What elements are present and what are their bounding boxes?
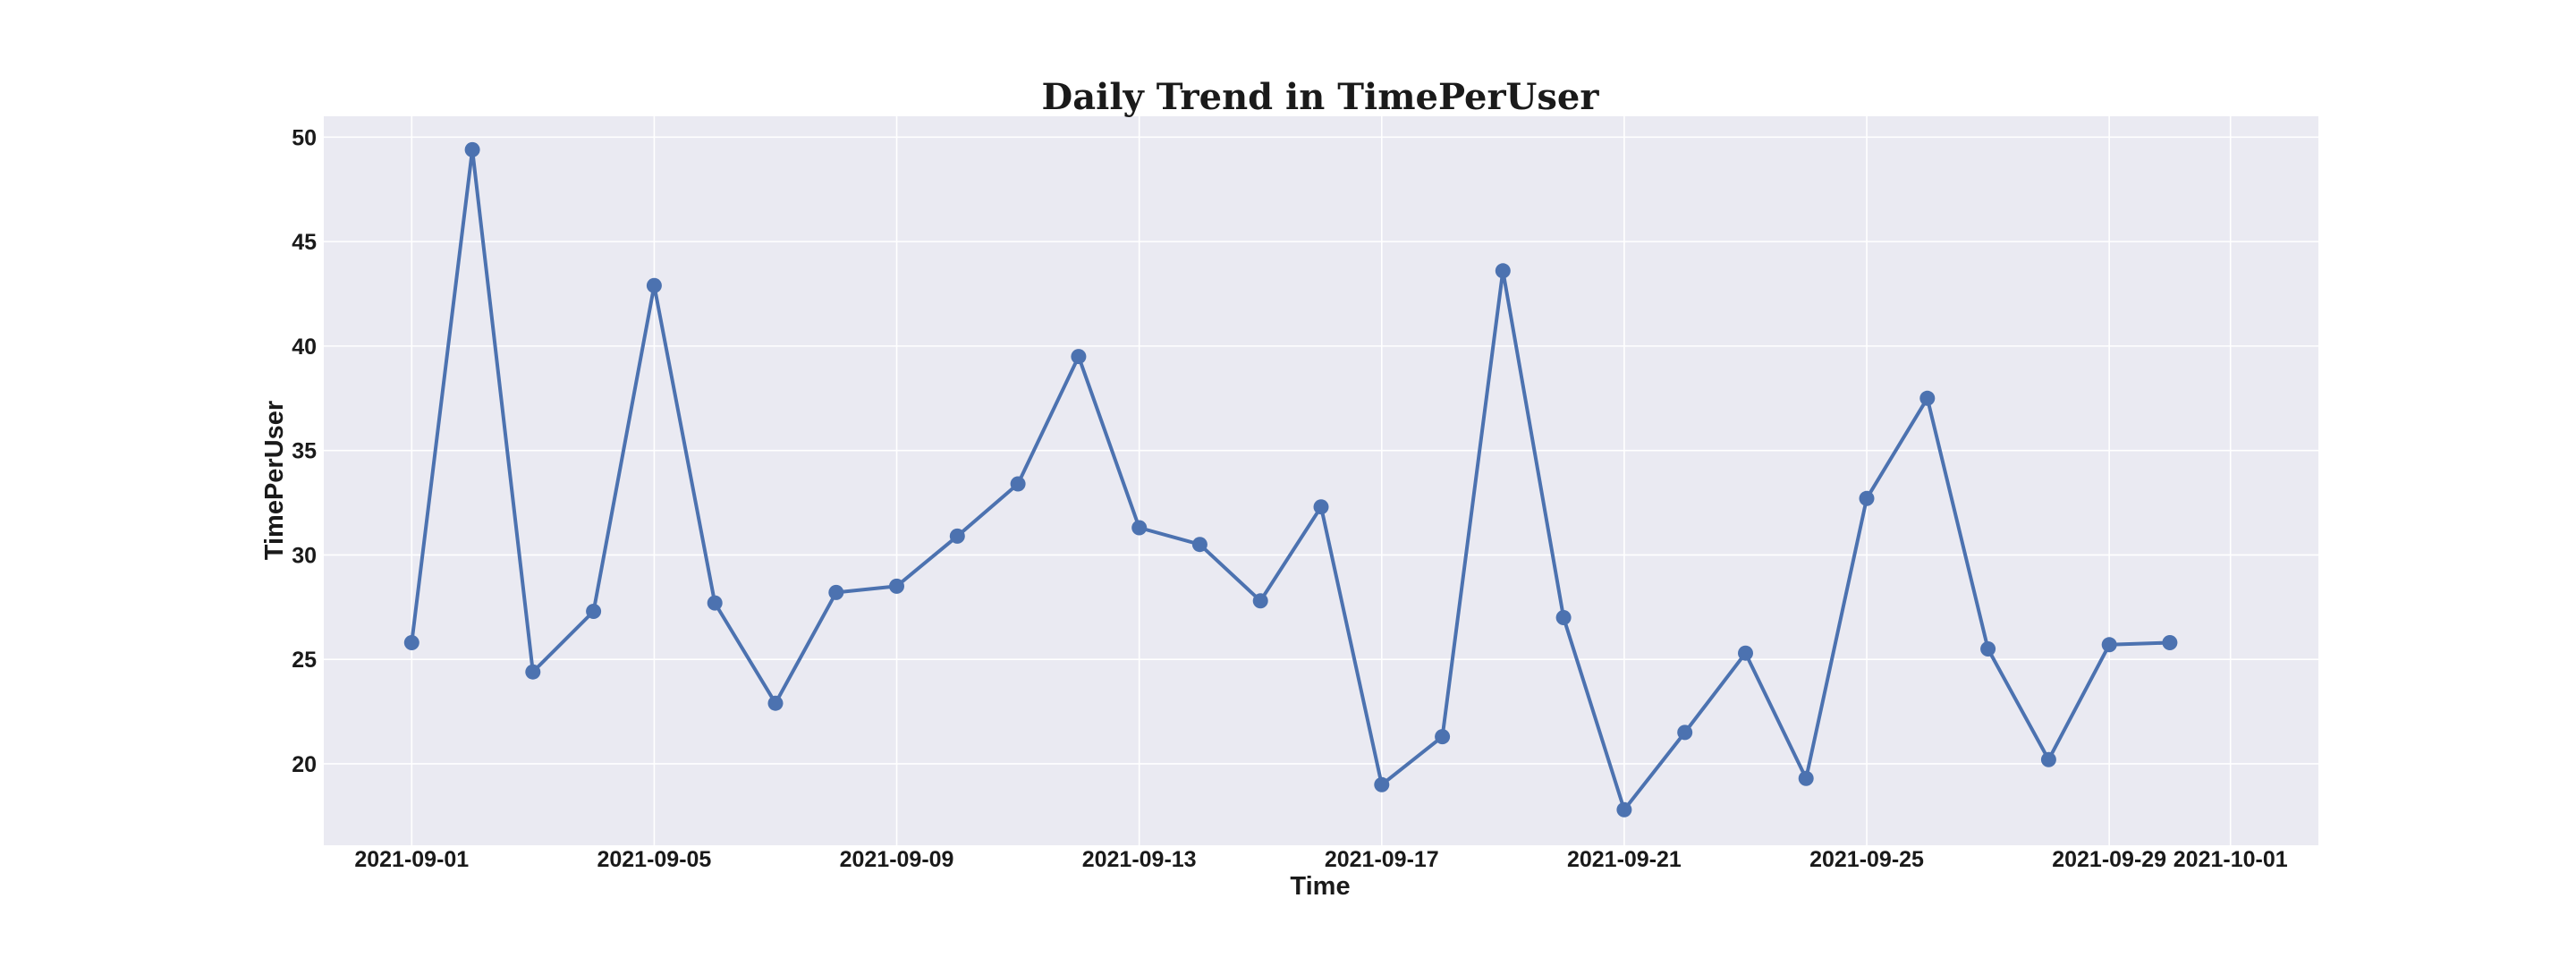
data-point xyxy=(1071,349,1087,365)
data-point xyxy=(1616,801,1632,818)
data-point xyxy=(1191,537,1208,553)
x-tick-label: 2021-09-13 xyxy=(1082,847,1197,872)
data-point xyxy=(1252,593,1268,609)
data-point xyxy=(2040,751,2056,767)
data-point xyxy=(525,664,541,680)
x-tick-label: 2021-09-17 xyxy=(1325,847,1439,872)
x-axis-ticks: 2021-09-01 2021-09-05 2021-09-09 2021-09-13… xyxy=(354,847,2287,872)
series-group xyxy=(403,141,2178,818)
data-point xyxy=(1374,776,1390,792)
data-point xyxy=(949,528,965,544)
grid-lines xyxy=(324,116,2318,845)
data-point xyxy=(767,695,784,711)
data-point xyxy=(1980,641,1996,657)
x-tick-label: 2021-09-29 xyxy=(2052,847,2166,872)
data-point xyxy=(1919,390,1936,406)
data-point xyxy=(586,604,602,619)
data-point xyxy=(1313,499,1329,515)
x-tick-label: 2021-09-21 xyxy=(1567,847,1682,872)
y-tick-label: 35 xyxy=(292,439,317,464)
y-tick-label: 30 xyxy=(292,543,317,568)
data-point xyxy=(707,595,723,611)
data-point xyxy=(1131,520,1148,536)
x-tick-label: 2021-09-05 xyxy=(597,847,711,872)
y-axis-label: TimePerUser xyxy=(260,401,289,560)
y-axis-ticks: 20 25 30 35 40 45 50 xyxy=(292,125,317,777)
data-point xyxy=(646,277,662,293)
y-tick-label: 40 xyxy=(292,335,317,360)
y-tick-label: 25 xyxy=(292,648,317,673)
data-point xyxy=(1010,476,1026,492)
y-tick-label: 50 xyxy=(292,125,317,150)
x-tick-label: 2021-09-09 xyxy=(840,847,954,872)
plot-area xyxy=(324,116,2318,845)
data-point xyxy=(2101,637,2117,653)
data-point xyxy=(464,141,480,157)
data-point xyxy=(1495,263,1511,279)
data-point xyxy=(1555,610,1572,625)
y-tick-label: 45 xyxy=(292,230,317,255)
y-tick-label: 20 xyxy=(292,752,317,777)
data-point xyxy=(1859,490,1875,506)
data-point xyxy=(889,578,904,594)
x-tick-label: 2021-09-25 xyxy=(1809,847,1924,872)
chart-title: Daily Trend in TimePerUser xyxy=(1042,76,1600,118)
series-line xyxy=(410,148,2170,812)
x-tick-label: 2021-10-01 xyxy=(2174,847,2288,872)
data-point xyxy=(828,584,844,600)
x-axis-label: Time xyxy=(1290,872,1350,901)
data-point xyxy=(403,635,419,650)
data-point xyxy=(1677,724,1693,741)
x-tick-label: 2021-09-01 xyxy=(354,847,469,872)
data-point xyxy=(1738,645,1753,661)
data-point xyxy=(2162,635,2178,650)
data-point xyxy=(1798,770,1814,786)
data-point xyxy=(1435,729,1451,745)
